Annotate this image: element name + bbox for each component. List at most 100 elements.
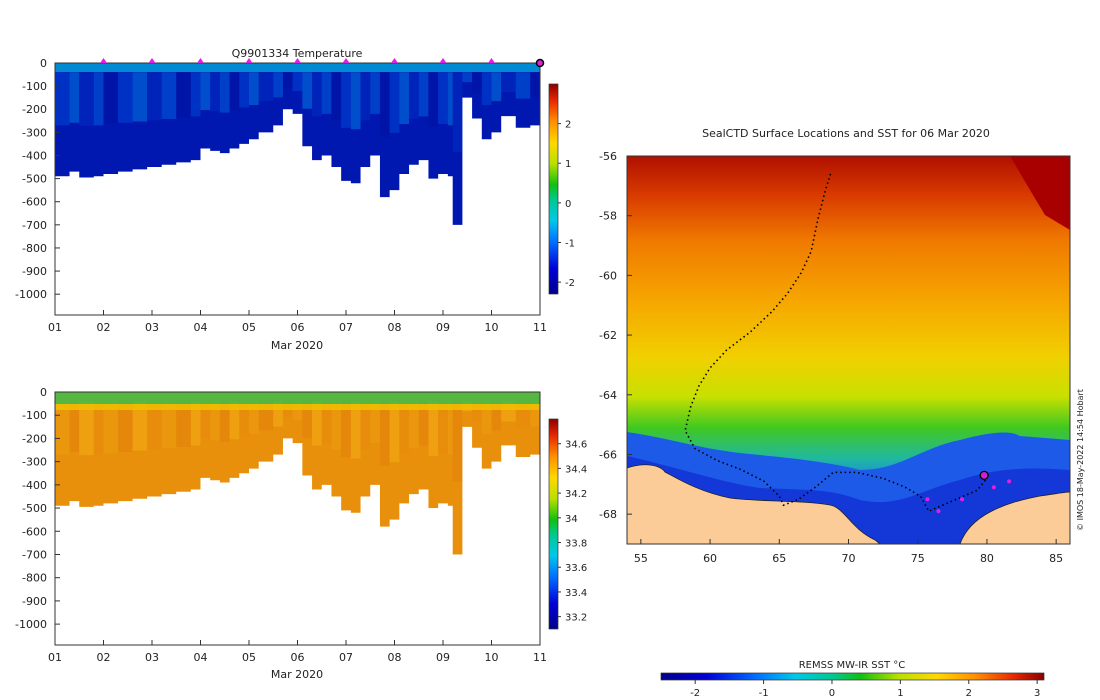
map-colorbar-label: REMSS MW-IR SST °C xyxy=(799,660,906,671)
temperature-title: Q9901334 Temperature xyxy=(232,47,363,60)
colorbar-tick-label: 33.4 xyxy=(565,588,587,599)
x-tick-label: 11 xyxy=(533,321,547,334)
profile-stripe xyxy=(350,72,361,130)
profile-marker xyxy=(100,58,107,63)
salinity-profile-area xyxy=(55,392,540,555)
profile-stripe xyxy=(132,72,148,122)
profile-stripe xyxy=(418,72,429,117)
y-tick-label: -800 xyxy=(22,572,47,585)
profile-stripe xyxy=(219,401,230,442)
profile-stripe xyxy=(118,401,133,453)
profile-marker xyxy=(294,58,301,63)
y-tick-label: -300 xyxy=(22,126,47,139)
y-tick-label: -500 xyxy=(22,502,47,515)
salinity-y-axis: 0 -100 -200 -300 -400 -500 -600 -700 -800 -900 -10… xyxy=(15,386,60,631)
profile-stripe xyxy=(69,401,80,453)
x-tick-label: 02 xyxy=(97,651,111,664)
map-colorbar-tick-label: -1 xyxy=(759,688,769,699)
map-colorbar-tick-label: 1 xyxy=(897,688,903,699)
profile-stripe xyxy=(530,72,540,98)
profile-stripe xyxy=(447,401,453,455)
profile-stripe xyxy=(379,72,390,137)
profile-stripe xyxy=(428,401,439,456)
current-position-marker xyxy=(979,470,989,481)
current-profile-marker xyxy=(535,58,545,68)
x-tick-label: 06 xyxy=(291,651,305,664)
temperature-x-axis: 01 02 03 04 05 06 07 08 09 10 11 xyxy=(48,310,547,334)
map-colorbar xyxy=(660,672,1045,681)
profile-stripe xyxy=(292,72,303,91)
salinity-colorbar xyxy=(548,418,559,630)
y-tick-label: -1000 xyxy=(15,288,47,301)
temperature-profile-markers xyxy=(100,58,545,68)
profile-stripe xyxy=(331,401,342,450)
temperature-x-label: Mar 2020 xyxy=(271,339,323,352)
colorbar-tick-label: 0 xyxy=(565,199,571,210)
profile-stripe xyxy=(190,401,201,446)
profile-marker xyxy=(391,58,398,63)
profile-stripe xyxy=(282,72,293,89)
lat-tick-label: -64 xyxy=(599,389,617,402)
profile-stripe xyxy=(472,72,482,94)
colorbar-tick-label: 33.6 xyxy=(565,563,587,574)
lon-tick-label: 70 xyxy=(842,552,856,565)
lat-tick-label: -68 xyxy=(599,508,617,521)
colorbar-tick-label: 34.6 xyxy=(565,440,587,451)
x-tick-label: 02 xyxy=(97,321,111,334)
profile-stripe xyxy=(331,72,342,121)
profile-stripe xyxy=(249,72,259,105)
profile-stripe xyxy=(302,72,313,109)
profile-stripe xyxy=(239,401,249,437)
profile-point xyxy=(925,497,930,502)
profile-stripe xyxy=(360,72,371,121)
y-tick-label: -700 xyxy=(22,219,47,232)
colorbar-tick-label: 34.4 xyxy=(565,464,587,475)
profile-stripe xyxy=(93,401,104,455)
lat-tick-label: -66 xyxy=(599,448,617,461)
profile-stripe xyxy=(292,401,303,421)
profile-stripe xyxy=(409,401,419,449)
profile-stripe xyxy=(389,401,400,463)
lat-tick-label: -62 xyxy=(599,329,617,342)
profile-stripe xyxy=(103,72,119,125)
profile-stripe xyxy=(321,72,332,114)
profile-stripe xyxy=(210,401,220,441)
profile-marker xyxy=(197,58,204,63)
antarctica-land-west xyxy=(627,464,881,544)
lon-tick-label: 55 xyxy=(634,552,648,565)
x-tick-label: 05 xyxy=(242,321,256,334)
profile-stripe xyxy=(481,72,492,105)
x-tick-label: 06 xyxy=(291,321,305,334)
y-tick-label: -500 xyxy=(22,173,47,186)
y-tick-label: -400 xyxy=(22,479,47,492)
profile-stripe xyxy=(147,401,162,450)
lon-tick-label: 60 xyxy=(703,552,717,565)
x-tick-label: 07 xyxy=(339,321,353,334)
x-tick-label: 08 xyxy=(388,651,402,664)
temperature-colorbar-ticks: 2 1 0 -1 -2 xyxy=(558,120,575,289)
profile-stripe xyxy=(409,72,419,119)
profile-stripe xyxy=(239,72,249,108)
profile-stripe xyxy=(428,72,439,127)
y-tick-label: -300 xyxy=(22,456,47,469)
lat-tick-label: -58 xyxy=(599,210,617,223)
profile-stripe xyxy=(491,401,502,431)
x-tick-label: 08 xyxy=(388,321,402,334)
profile-stripe xyxy=(210,72,220,112)
profile-stripe xyxy=(452,401,463,482)
temperature-profile-stripes xyxy=(55,72,540,153)
salinity-transition-layer xyxy=(55,404,540,410)
profile-stripe xyxy=(93,72,104,126)
profile-stripe xyxy=(321,401,332,444)
profile-point xyxy=(1007,479,1012,484)
magenta-profile-points xyxy=(925,479,1012,514)
x-tick-label: 09 xyxy=(436,321,450,334)
profile-stripe xyxy=(132,401,148,451)
profile-stripe xyxy=(438,72,448,125)
lon-tick-label: 75 xyxy=(911,552,925,565)
y-tick-label: -800 xyxy=(22,242,47,255)
seal-track xyxy=(684,173,988,513)
profile-stripe xyxy=(258,72,274,102)
salinity-surface-layer xyxy=(55,392,540,404)
y-tick-label: -200 xyxy=(22,432,47,445)
